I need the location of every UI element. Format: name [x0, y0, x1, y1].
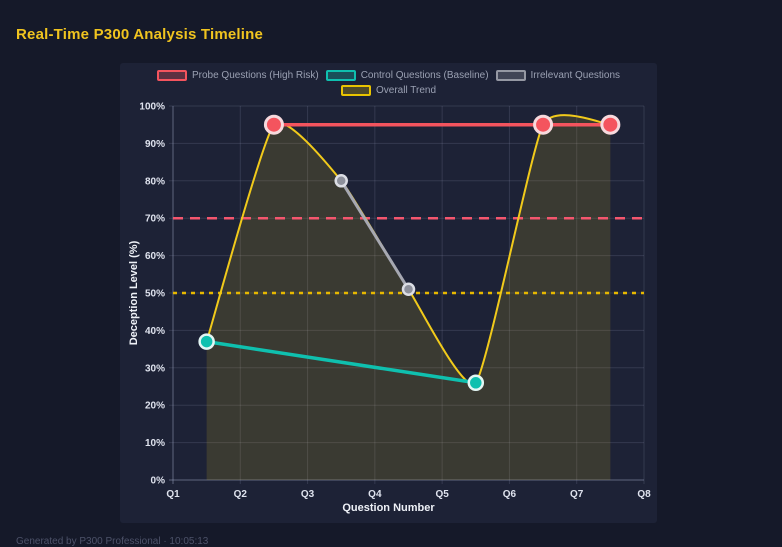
legend-label-probe: Probe Questions (High Risk) — [191, 70, 319, 81]
svg-text:40%: 40% — [145, 326, 165, 337]
svg-text:50%: 50% — [145, 289, 165, 300]
svg-text:Q8: Q8 — [637, 489, 651, 500]
control-swatch-icon — [325, 70, 356, 81]
chart-legend: Probe Questions (High Risk) Control Ques… — [120, 70, 657, 96]
x-axis-title: Question Number — [342, 502, 435, 514]
svg-text:Q7: Q7 — [570, 489, 584, 500]
chart-svg[interactable]: 0% 10% 20% 30% 40% 50% 60% 70% 80% 90% 100% Q1 Q2 Q3 Q… — [120, 63, 657, 523]
legend-item-trend[interactable]: Overall Trend — [340, 85, 437, 96]
legend-item-probe[interactable]: Probe Questions (High Risk) — [156, 70, 319, 81]
legend-label-irrelevant: Irrelevant Questions — [530, 70, 621, 81]
legend-label-control: Control Questions (Baseline) — [360, 70, 489, 81]
legend-item-irrelevant[interactable]: Irrelevant Questions — [495, 70, 621, 81]
svg-text:80%: 80% — [145, 176, 165, 187]
trend-swatch-icon — [340, 85, 371, 96]
svg-text:70%: 70% — [145, 214, 165, 225]
svg-text:Q3: Q3 — [301, 489, 315, 500]
legend-row-2: Overall Trend — [340, 85, 437, 96]
legend-label-trend: Overall Trend — [375, 85, 437, 96]
svg-text:Q6: Q6 — [503, 489, 517, 500]
legend-item-control[interactable]: Control Questions (Baseline) — [325, 70, 489, 81]
svg-text:0%: 0% — [151, 476, 166, 487]
svg-text:100%: 100% — [139, 102, 165, 113]
svg-text:90%: 90% — [145, 139, 165, 150]
svg-text:30%: 30% — [145, 363, 165, 374]
irrelevant-swatch-icon — [495, 70, 526, 81]
svg-text:60%: 60% — [145, 251, 165, 262]
svg-text:10%: 10% — [145, 438, 165, 449]
probe-swatch-icon — [156, 70, 187, 81]
svg-text:20%: 20% — [145, 401, 165, 412]
svg-text:Q5: Q5 — [435, 489, 449, 500]
svg-text:Q4: Q4 — [368, 489, 382, 500]
page-title: Real-Time P300 Analysis Timeline — [16, 26, 264, 43]
y-axis-title: Deception Level (%) — [128, 240, 140, 346]
svg-text:Q1: Q1 — [166, 489, 180, 500]
footer-text: Generated by P300 Professional · 10:05:1… — [16, 536, 209, 547]
chart-panel: 0% 10% 20% 30% 40% 50% 60% 70% 80% 90% 100% Q1 Q2 Q3 Q… — [120, 63, 657, 523]
legend-row-1: Probe Questions (High Risk) Control Ques… — [156, 70, 621, 81]
svg-text:Q2: Q2 — [234, 489, 248, 500]
